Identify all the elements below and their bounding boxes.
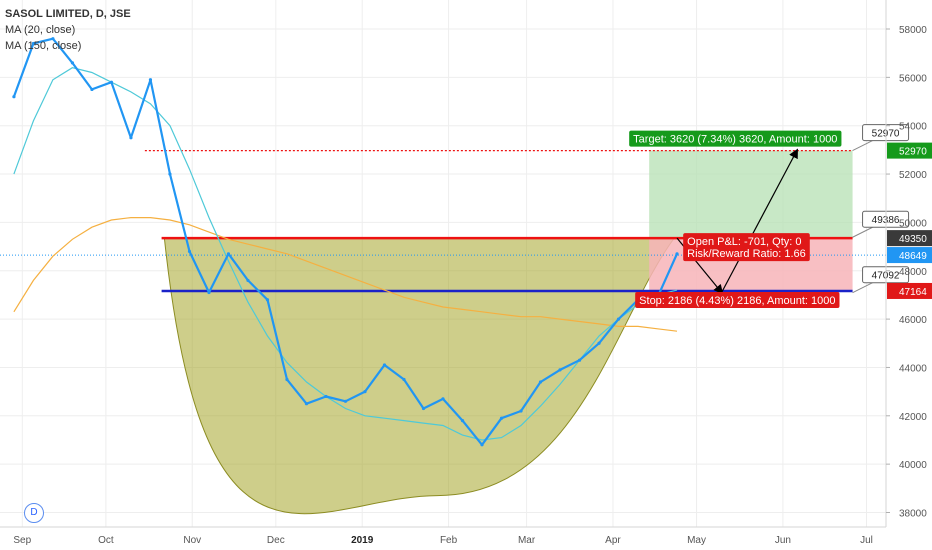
price-point: [70, 61, 75, 65]
price-point: [246, 278, 250, 283]
price-axis[interactable]: 38000 40000 42000 44000 46000 48000 50000 52000…: [885, 0, 932, 527]
legend: SASOL LIMITED, D, JSE MA (20, close) MA …: [5, 6, 131, 54]
time-tick-label: Jul: [860, 535, 873, 546]
symbol-title: SASOL LIMITED, D, JSE: [5, 8, 131, 20]
price-point: [207, 290, 211, 295]
price-point: [168, 172, 172, 176]
price-tick-label: 48000: [899, 267, 927, 278]
target-label-box: [629, 130, 842, 147]
price-point: [480, 443, 484, 447]
time-tick-label: Jun: [775, 535, 791, 546]
price-point: [343, 399, 348, 403]
time-tick-label: Feb: [440, 535, 458, 546]
price-point: [324, 394, 328, 399]
price-point: [148, 78, 153, 82]
price-point: [12, 95, 16, 99]
price-point: [558, 368, 562, 372]
time-tick-label: 2019: [351, 535, 374, 546]
target-price-badge-box: [887, 142, 932, 159]
price-tick-label: 58000: [899, 25, 927, 36]
price-point: [187, 249, 192, 254]
series-layer: [12, 37, 679, 447]
stop-label: Stop: 2186 (4.43%) 2186, Amount: 1000: [639, 295, 835, 307]
resistance-price-badge-box: [887, 230, 932, 247]
ma150-line: [13, 217, 678, 332]
price-tick-label: 50000: [899, 218, 927, 229]
price-point: [304, 402, 309, 406]
price-point: [597, 341, 601, 345]
ma20-legend[interactable]: MA (20, close): [5, 24, 76, 36]
current-price-badge-text: 48649: [899, 251, 927, 262]
time-axis[interactable]: Sep Oct Nov Dec 2019 Feb Mar Apr May Jun Jul: [0, 526, 886, 546]
callout-leader: [852, 140, 873, 152]
cup-shape: [163, 237, 676, 515]
price-point: [402, 377, 406, 382]
time-tick-label: May: [687, 535, 706, 546]
price-point: [265, 298, 270, 302]
price-point: [382, 363, 387, 367]
price-tick-label: 44000: [899, 363, 927, 374]
price-point: [226, 252, 231, 256]
price-point: [129, 136, 133, 140]
price-tick-label: 42000: [899, 412, 927, 423]
price-point: [460, 419, 465, 423]
price-tick-label: 56000: [899, 73, 927, 84]
time-tick-label: Mar: [518, 535, 536, 546]
target-label: Target: 3620 (7.34%) 3620, Amount: 1000: [633, 134, 837, 146]
time-tick-label: Apr: [605, 535, 621, 546]
price-point: [109, 80, 114, 84]
time-tick-label: Dec: [267, 535, 285, 546]
price-tick-label: 38000: [899, 508, 927, 519]
time-tick-label: Nov: [183, 535, 201, 546]
price-point: [51, 37, 55, 41]
cup-formation: [163, 237, 676, 515]
risk-reward-label: Risk/Reward Ratio: 1.66: [687, 248, 806, 260]
price-point: [675, 252, 679, 256]
pl-label-box: [683, 233, 810, 262]
price-point: [285, 377, 289, 382]
price-point: [499, 416, 504, 420]
callout-leader: [852, 226, 873, 238]
projection-leg-2: [721, 148, 798, 293]
price-point: [421, 406, 426, 411]
target-zone: [649, 150, 853, 239]
stop-label-box: [635, 291, 840, 308]
price-tick-label: 52000: [899, 170, 927, 181]
time-tick-label: Sep: [13, 535, 31, 546]
ma20-line: [13, 67, 678, 441]
price-point: [31, 41, 36, 46]
open-pl-label: Open P&L: -701, Qty: 0: [687, 236, 801, 248]
price-tick-label: 46000: [899, 315, 927, 326]
callout-leader: [852, 282, 873, 294]
price-point: [363, 390, 367, 394]
stop-price-badge-text: 47164: [899, 287, 927, 298]
resistance-price-badge-text: 49350: [899, 234, 927, 245]
interval-badge[interactable]: D: [24, 503, 44, 523]
price-tick-label: 54000: [899, 122, 927, 133]
stop-price-badge-box: [887, 282, 932, 299]
ma150-legend[interactable]: MA (150, close): [5, 40, 82, 52]
price-point: [441, 397, 445, 401]
price-point: [519, 409, 523, 413]
price-point: [538, 380, 543, 384]
price-point: [577, 358, 582, 362]
price-point: [616, 317, 621, 321]
price-point: [90, 87, 94, 92]
price-tick-label: 40000: [899, 460, 927, 471]
risk-reward-zones: [649, 150, 853, 291]
current-price-badge-box: [887, 247, 932, 264]
annotation-labels: Target: 3620 (7.34%) 3620, Amount: 1000 …: [629, 130, 842, 308]
time-tick-label: Oct: [98, 535, 114, 546]
target-price-badge-text: 52970: [899, 147, 927, 158]
